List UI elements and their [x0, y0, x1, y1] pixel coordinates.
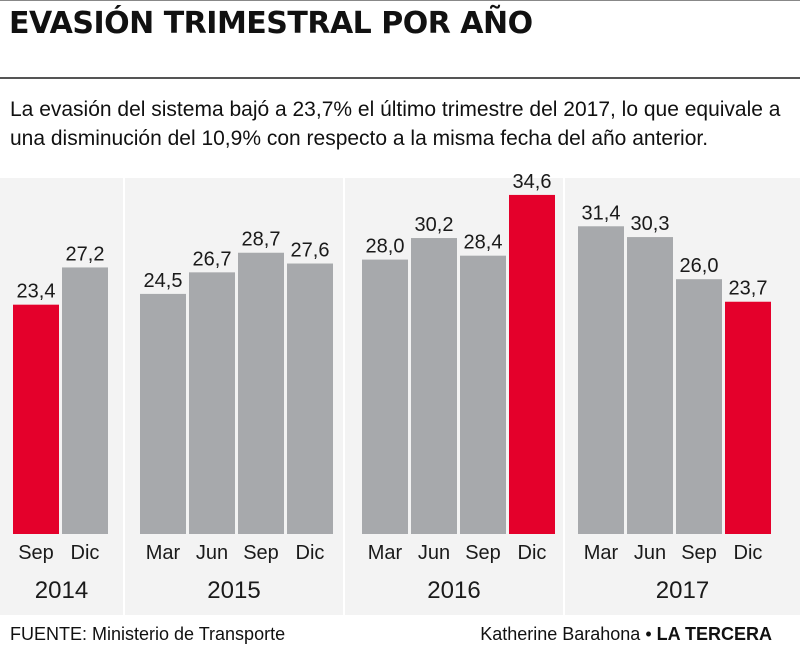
data-label: 28,7: [242, 229, 281, 251]
bar-2017-jun: [627, 237, 673, 534]
quarter-label: Sep: [243, 542, 279, 564]
bar-2016-mar: [362, 259, 408, 534]
bar-2014-dic: [62, 267, 108, 534]
bar-2016-sep: [460, 255, 506, 534]
data-label: 23,7: [729, 278, 768, 300]
bar-2015-sep: [238, 252, 284, 534]
quarter-label: Mar: [368, 542, 403, 564]
bar-2015-mar: [140, 293, 186, 534]
credit-separator: •: [645, 624, 652, 644]
bar-2014-sep: [13, 304, 59, 534]
top-rule: [0, 0, 800, 1]
data-label: 31,4: [582, 202, 621, 224]
chart-title: EVASIÓN TRIMESTRAL POR AÑO: [9, 6, 533, 41]
data-label: 30,2: [415, 214, 454, 236]
data-label: 23,4: [17, 281, 56, 303]
data-label: 27,2: [66, 243, 105, 265]
quarter-label: Dic: [518, 542, 547, 564]
year-label: 2014: [35, 577, 88, 604]
bar-chart: 23,4 Sep 27,2 Dic 2014 24,5 Mar 26,7 Jun 28,7 Sep 2…: [0, 171, 800, 615]
quarter-label: Jun: [418, 542, 450, 564]
bar-2016-jun: [411, 238, 457, 534]
data-label: 28,0: [366, 236, 405, 258]
data-label: 30,3: [631, 213, 670, 235]
bar-2015-jun: [189, 272, 235, 534]
bar-2017-sep: [676, 279, 722, 534]
quarter-label: Mar: [584, 542, 619, 564]
quarter-label: Jun: [196, 542, 228, 564]
data-label: 34,6: [513, 171, 552, 193]
year-label: 2016: [427, 577, 480, 604]
chart-subtitle: La evasión del sistema bajó a 23,7% el ú…: [10, 98, 781, 150]
data-label: 27,6: [291, 240, 330, 262]
data-label: 26,0: [680, 255, 719, 277]
brand-name: LA TERCERA: [656, 624, 772, 644]
quarter-label: Dic: [296, 542, 325, 564]
credit: Katherine Barahona • LA TERCERA: [480, 624, 772, 645]
author-name: Katherine Barahona: [480, 624, 641, 644]
quarter-label: Sep: [681, 542, 717, 564]
year-label: 2015: [207, 577, 260, 604]
data-label: 26,7: [193, 248, 232, 270]
quarter-label: Mar: [146, 542, 181, 564]
quarter-label: Dic: [734, 542, 763, 564]
title-divider: [0, 77, 800, 79]
bar-2017-dic: [725, 301, 771, 534]
quarter-label: Sep: [18, 542, 54, 564]
data-label: 28,4: [464, 232, 503, 254]
source-note: FUENTE: Ministerio de Transporte: [10, 624, 286, 644]
bar-2017-mar: [578, 226, 624, 534]
year-label: 2017: [656, 577, 709, 604]
quarter-label: Dic: [71, 542, 100, 564]
bar-2016-dic: [509, 194, 555, 535]
bar-2015-dic: [287, 263, 333, 534]
quarter-label: Sep: [465, 542, 501, 564]
quarter-label: Jun: [634, 542, 666, 564]
data-label: 24,5: [144, 270, 183, 292]
